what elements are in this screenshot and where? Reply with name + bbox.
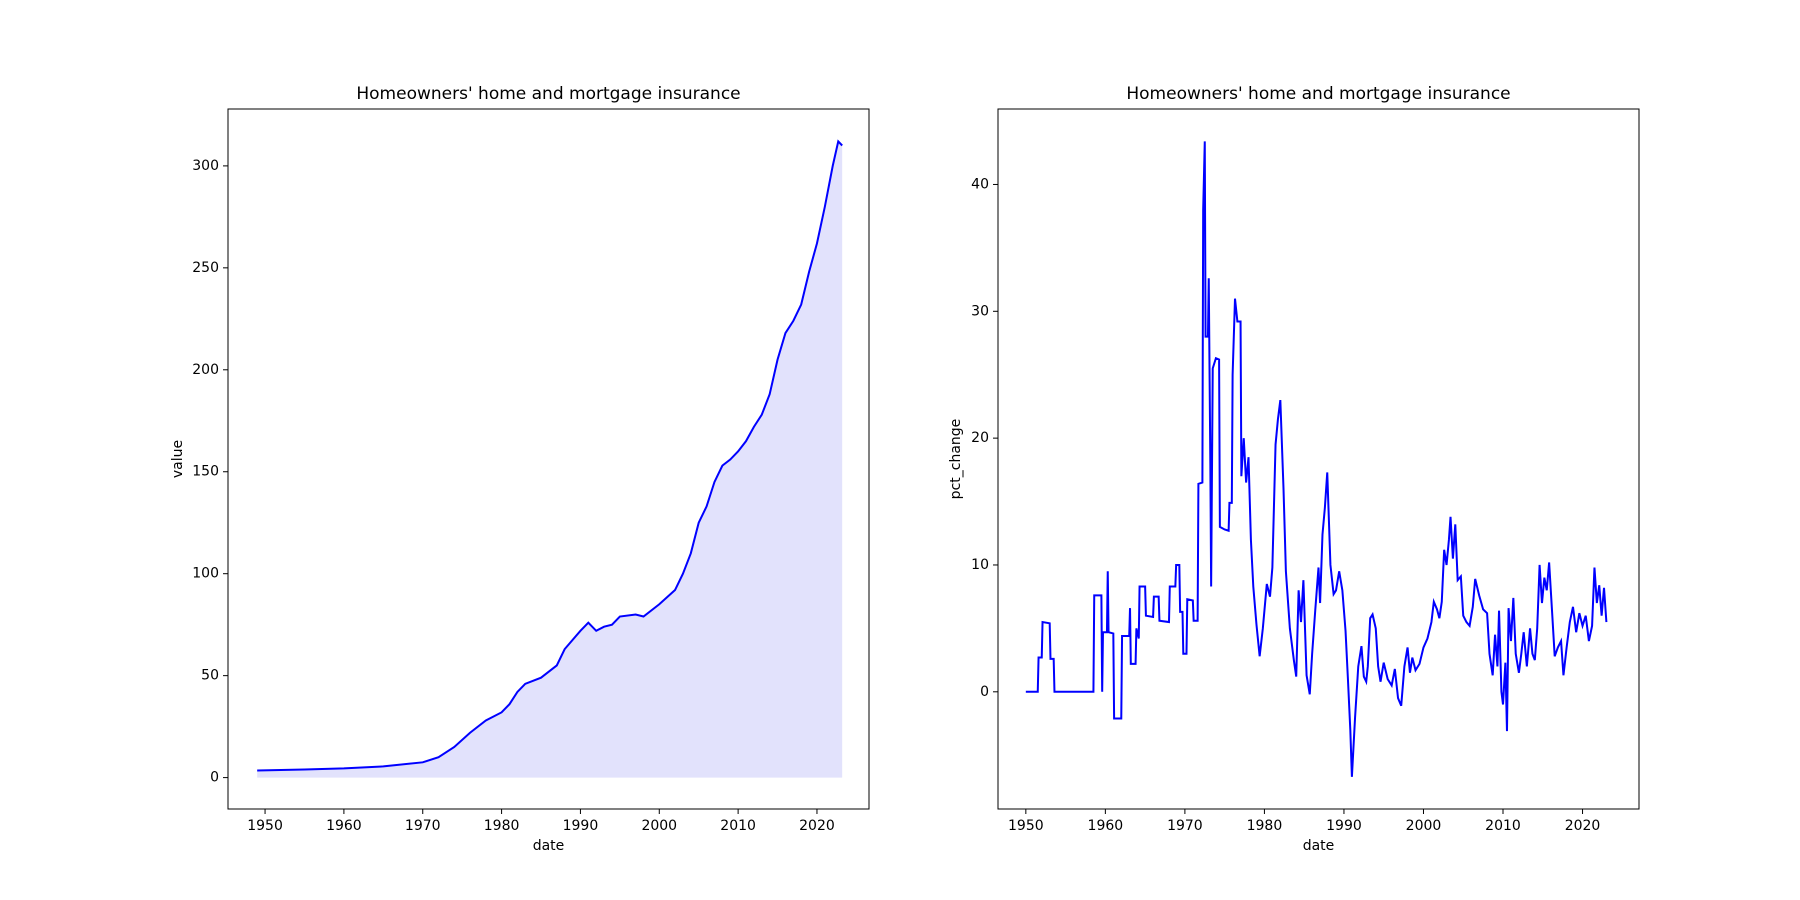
x-tick-label: 2000 xyxy=(641,818,677,834)
x-tick-label: 1970 xyxy=(405,818,441,834)
area-fill xyxy=(257,141,843,778)
y-tick-label: 150 xyxy=(192,464,219,480)
chart-title: Homeowners' home and mortgage insurance xyxy=(1126,84,1510,104)
y-tick-label: 10 xyxy=(971,557,989,573)
y-axis-label: pct_change xyxy=(948,419,964,500)
axes-frame xyxy=(227,108,870,810)
y-tick-label: 20 xyxy=(971,430,989,446)
y-tick-label: 200 xyxy=(192,362,219,378)
y-tick-label: 40 xyxy=(971,176,989,192)
x-axis-label: date xyxy=(533,838,565,854)
x-tick-label: 1960 xyxy=(326,818,362,834)
x-tick-label: 2000 xyxy=(1406,818,1442,834)
axes-frame xyxy=(997,108,1640,810)
x-tick-label: 1980 xyxy=(1247,818,1283,834)
chart-title: Homeowners' home and mortgage insurance xyxy=(356,84,740,104)
x-tick-label: 1990 xyxy=(563,818,599,834)
x-tick-label: 1980 xyxy=(484,818,520,834)
y-tick-label: 30 xyxy=(971,303,989,319)
x-tick-label: 2020 xyxy=(1565,818,1601,834)
x-tick-label: 2010 xyxy=(1485,818,1521,834)
x-tick-label: 1970 xyxy=(1167,818,1203,834)
x-tick-label: 2010 xyxy=(720,818,756,834)
y-tick-label: 100 xyxy=(192,566,219,582)
x-tick-label: 1990 xyxy=(1326,818,1362,834)
y-tick-label: 50 xyxy=(201,668,219,684)
x-tick-label: 1950 xyxy=(1008,818,1044,834)
x-tick-label: 2020 xyxy=(799,818,835,834)
x-tick-label: 1950 xyxy=(247,818,283,834)
y-tick-label: 0 xyxy=(210,770,219,786)
y-tick-label: 300 xyxy=(192,158,219,174)
y-tick-label: 0 xyxy=(980,684,989,700)
y-axis-label: value xyxy=(170,440,186,478)
x-axis-label: date xyxy=(1303,838,1335,854)
x-tick-label: 1960 xyxy=(1088,818,1124,834)
line xyxy=(257,139,843,772)
line xyxy=(1025,141,1608,777)
y-tick-label: 250 xyxy=(192,260,219,276)
